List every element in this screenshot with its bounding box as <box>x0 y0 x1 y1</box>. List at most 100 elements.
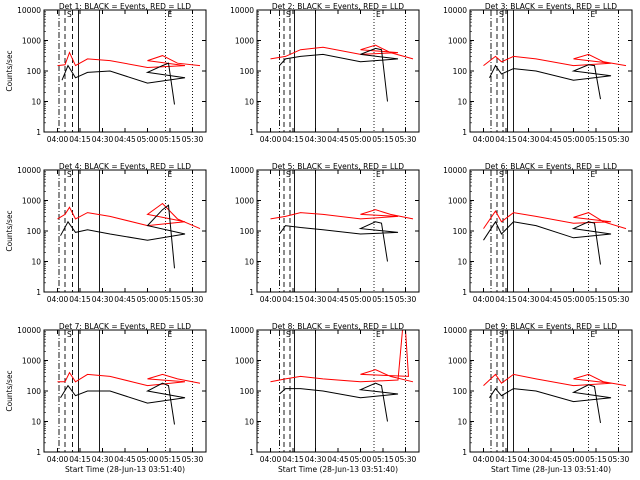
plot-frame <box>43 169 207 293</box>
x-tick-label-4: 05:00 <box>350 135 372 144</box>
x-tick-label-0: 04:00 <box>260 295 282 304</box>
x-tick-label-4: 05:00 <box>563 135 585 144</box>
y-tick-label-1: 1 <box>462 448 467 457</box>
y-tick-label-1: 1 <box>36 128 41 137</box>
y-tick-label-10: 10 <box>244 418 254 427</box>
x-axis-label: Start Time (28-Jun-13 03:51:40) <box>278 465 398 474</box>
x-tick-label-5: 05:15 <box>159 135 181 144</box>
marker-label-e: E <box>168 170 173 179</box>
y-tick-label-10: 10 <box>457 258 467 267</box>
y-tick-label-10000: 10000 <box>443 166 467 175</box>
y-axis-label: Counts/sec <box>5 370 14 411</box>
y-tick-label-10000: 10000 <box>230 166 254 175</box>
x-tick-label-6: 05:30 <box>182 135 204 144</box>
x-tick-label-0: 04:00 <box>47 455 69 464</box>
x-tick-label-4: 05:00 <box>350 455 372 464</box>
series-black-events <box>60 204 186 269</box>
y-tick-label-1000: 1000 <box>448 357 467 366</box>
series-red-lld <box>483 373 627 387</box>
y-tick-label-1000: 1000 <box>22 37 41 46</box>
series-red-lld <box>483 53 627 67</box>
x-tick-label-5: 05:15 <box>585 295 607 304</box>
x-tick-label-2: 04:30 <box>305 135 327 144</box>
y-axis-label: Counts/sec <box>5 50 14 91</box>
y-tick-label-1: 1 <box>249 128 254 137</box>
y-tick-label-1000: 1000 <box>235 357 254 366</box>
y-tick-label-1000: 1000 <box>22 197 41 206</box>
series-black-events <box>489 64 612 100</box>
x-tick-label-2: 04:30 <box>92 135 114 144</box>
series-black-events <box>279 382 399 422</box>
series-red-lld <box>270 209 414 220</box>
marker-label-e: E <box>168 330 173 339</box>
y-tick-label-10000: 10000 <box>230 326 254 335</box>
x-tick-label-5: 05:15 <box>372 295 394 304</box>
y-tick-label-1: 1 <box>462 288 467 297</box>
x-tick-label-4: 05:00 <box>137 295 159 304</box>
x-tick-label-1: 04:15 <box>282 455 304 464</box>
panel-title: Det 7: BLACK = Events, RED = LLD <box>59 322 191 331</box>
x-tick-label-4: 05:00 <box>563 455 585 464</box>
x-tick-label-5: 05:15 <box>585 455 607 464</box>
plot-frame <box>256 329 420 453</box>
marker-label-e: E <box>376 170 381 179</box>
panel-title: Det 8: BLACK = Events, RED = LLD <box>272 322 404 331</box>
marker-label-s: S <box>67 10 72 19</box>
x-tick-label-6: 05:30 <box>608 455 630 464</box>
series-black-events <box>489 384 612 423</box>
y-tick-label-100: 100 <box>453 67 468 76</box>
x-tick-label-1: 04:15 <box>69 135 91 144</box>
x-tick-label-0: 04:00 <box>473 295 495 304</box>
x-tick-label-1: 04:15 <box>69 455 91 464</box>
x-tick-label-1: 04:15 <box>282 135 304 144</box>
x-tick-label-3: 04:45 <box>327 455 349 464</box>
x-tick-label-5: 05:15 <box>159 455 181 464</box>
x-tick-label-0: 04:00 <box>473 135 495 144</box>
marker-label-e: E <box>591 170 596 179</box>
panel-title: Det 6: BLACK = Events, RED = LLD <box>485 162 617 171</box>
x-tick-label-4: 05:00 <box>563 295 585 304</box>
plot-frame <box>43 9 207 133</box>
y-tick-label-1: 1 <box>249 288 254 297</box>
y-tick-label-10: 10 <box>244 258 254 267</box>
x-tick-label-3: 04:45 <box>540 135 562 144</box>
series-black-events <box>279 47 399 102</box>
x-tick-label-0: 04:00 <box>260 455 282 464</box>
y-tick-label-1000: 1000 <box>235 37 254 46</box>
series-red-lld <box>57 51 201 69</box>
x-tick-label-2: 04:30 <box>92 295 114 304</box>
series-red-lld <box>57 371 201 387</box>
y-tick-label-1000: 1000 <box>448 197 467 206</box>
y-tick-label-10: 10 <box>457 418 467 427</box>
marker-label-s: S <box>67 330 72 339</box>
x-axis-label: Start Time (28-Jun-13 03:51:40) <box>65 465 185 474</box>
y-tick-label-10000: 10000 <box>443 326 467 335</box>
y-axis-label: Counts/sec <box>5 210 14 251</box>
y-tick-label-1: 1 <box>36 288 41 297</box>
x-tick-label-6: 05:30 <box>395 135 417 144</box>
panel-title: Det 1: BLACK = Events, RED = LLD <box>59 2 191 11</box>
marker-label-e: E <box>376 10 381 19</box>
x-tick-label-3: 04:45 <box>327 295 349 304</box>
plot-frame <box>469 9 633 133</box>
x-tick-label-4: 05:00 <box>350 295 372 304</box>
x-tick-label-6: 05:30 <box>182 455 204 464</box>
x-tick-label-0: 04:00 <box>260 135 282 144</box>
panel-title: Det 4: BLACK = Events, RED = LLD <box>59 162 191 171</box>
x-tick-label-5: 05:15 <box>585 135 607 144</box>
marker-label-s: S <box>67 170 72 179</box>
x-tick-label-2: 04:30 <box>305 455 327 464</box>
y-tick-label-1000: 1000 <box>235 197 254 206</box>
x-tick-label-3: 04:45 <box>327 135 349 144</box>
x-tick-label-3: 04:45 <box>540 295 562 304</box>
y-tick-label-100: 100 <box>453 387 468 396</box>
y-tick-label-100: 100 <box>240 387 255 396</box>
y-tick-label-1000: 1000 <box>22 357 41 366</box>
y-tick-label-10: 10 <box>31 418 41 427</box>
